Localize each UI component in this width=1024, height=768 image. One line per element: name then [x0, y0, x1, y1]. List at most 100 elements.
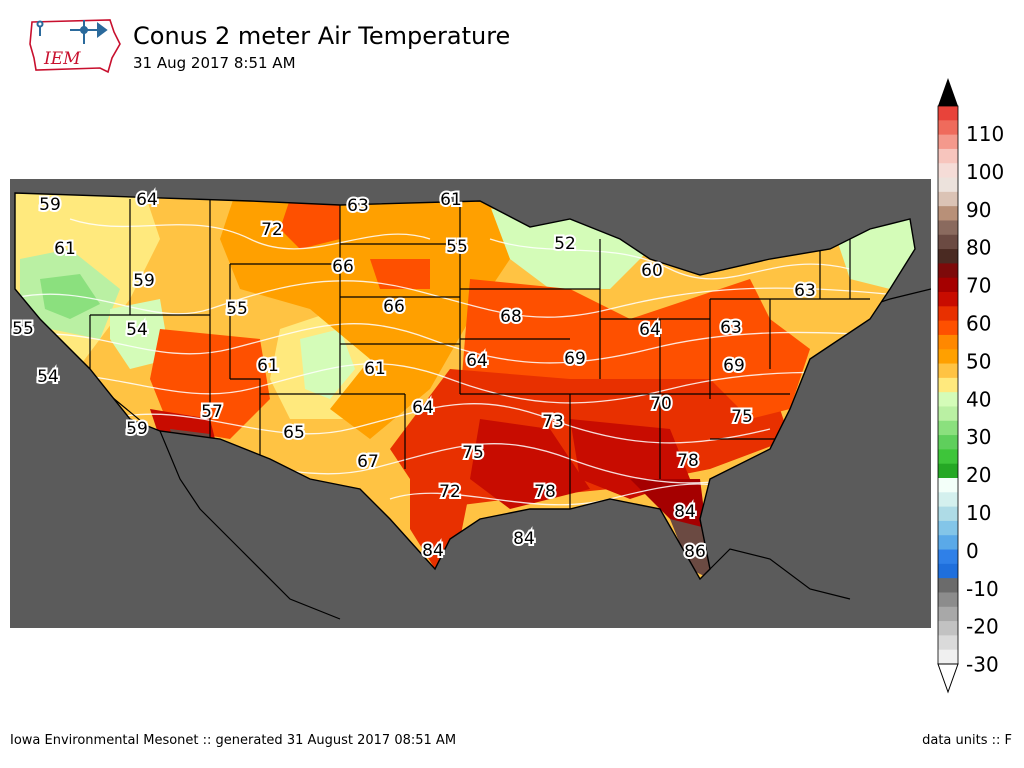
station-value-label: 84 [674, 502, 696, 522]
colorbar-bin [938, 463, 958, 479]
footer-units: data units :: F [922, 733, 1012, 748]
colorbar-tick-label: 50 [966, 349, 991, 373]
colorbar-tick-label: 0 [966, 539, 979, 563]
station-value-label: 52 [554, 234, 576, 254]
station-value-label: 64 [639, 320, 661, 340]
colorbar-tick-label: 100 [966, 160, 1004, 184]
colorbar-bin [938, 592, 958, 608]
colorbar-bin [938, 234, 958, 250]
station-value-label: 69 [564, 349, 586, 369]
station-value-label: 60 [641, 261, 663, 281]
colorbar-bin [938, 292, 958, 307]
colorbar-bin [938, 520, 958, 536]
colorbar-min-extension [937, 663, 959, 694]
colorbar-tick-label: 30 [966, 425, 991, 449]
colorbar-bin [938, 363, 958, 379]
colorbar-bin [938, 649, 958, 665]
colorbar-bin [938, 120, 958, 136]
colorbar-tick-label: -30 [966, 653, 999, 677]
station-value-label: 73 [542, 412, 564, 432]
colorbar-tick-label: -20 [966, 615, 999, 639]
station-value-label: 72 [261, 220, 283, 240]
colorbar-bin [938, 134, 958, 150]
colorbar-bin [938, 277, 958, 293]
colorbar-tick-label: -10 [966, 577, 999, 601]
iem-logo: IEM [29, 19, 121, 74]
colorbar-bin [938, 106, 958, 121]
logo-text: IEM [43, 49, 81, 69]
conus-outline [14, 192, 916, 581]
colorbar-tick-label: 60 [966, 312, 991, 336]
colorbar-tick-label: 90 [966, 198, 991, 222]
colorbar-bin [938, 578, 958, 593]
station-value-label: 55 [446, 237, 468, 257]
colorbar-bin [938, 406, 958, 422]
colorbar-bins [937, 105, 959, 665]
temperature-map: 59 64 63 61 72 61 55 52 66 60 59 55 66 63 55 54 68 64 63 54… [10, 179, 931, 628]
station-value-label: 75 [462, 443, 484, 463]
colorbar-bin [938, 191, 958, 207]
station-value-label: 78 [677, 451, 699, 471]
colorbar-bin [938, 249, 958, 264]
station-value-label: 64 [136, 190, 158, 210]
colorbar-tick-label: 110 [966, 122, 1004, 146]
colorbar-bin [938, 535, 958, 551]
colorbar-bin [938, 492, 958, 508]
page-title: Conus 2 meter Air Temperature [133, 22, 511, 50]
station-value-label: 65 [283, 423, 305, 443]
colorbar-tick-label: 40 [966, 387, 991, 411]
colorbar-tick-label: 20 [966, 463, 991, 487]
colorbar-bin [938, 148, 958, 164]
station-value-label: 75 [731, 407, 753, 427]
station-value-label: 61 [364, 359, 386, 379]
footer-source: Iowa Environmental Mesonet :: generated … [10, 733, 457, 748]
station-value-label: 59 [133, 271, 155, 291]
state-borders [89, 199, 870, 509]
station-value-label: 64 [466, 351, 488, 371]
colorbar-tick-label: 80 [966, 236, 991, 260]
station-value-label: 55 [226, 299, 248, 319]
station-value-label: 84 [422, 541, 444, 561]
station-value-label: 64 [412, 398, 434, 418]
colorbar-bin [938, 506, 958, 522]
colorbar-bin [938, 392, 958, 407]
colorbar-bin [938, 349, 958, 365]
colorbar-bin [938, 206, 958, 221]
colorbar-bin [938, 549, 958, 565]
station-value-label: 67 [357, 452, 379, 472]
station-value-labels: 59 64 63 61 72 61 55 52 66 60 59 55 66 63 55 54 68 64 63 54… [10, 188, 818, 564]
colorbar-bin [938, 563, 958, 579]
colorbar-bin [938, 435, 958, 450]
station-value-label: 61 [257, 356, 279, 376]
colorbar-bin [938, 177, 958, 193]
station-value-label: 57 [201, 402, 223, 422]
station-value-label: 68 [500, 307, 522, 327]
colorbar-bin [938, 621, 958, 636]
station-value-label: 54 [126, 320, 148, 340]
weather-vane-icon [36, 20, 108, 44]
station-value-label: 59 [126, 419, 148, 439]
colorbar-bin [938, 220, 958, 236]
colorbar-tick-label: 10 [966, 501, 991, 525]
station-value-label: 66 [383, 297, 405, 317]
station-value-label: 61 [440, 190, 462, 210]
colorbar-bin [938, 320, 958, 336]
station-value-label: 63 [794, 281, 816, 301]
colorbar-bin [938, 263, 958, 279]
page-subtitle: 31 Aug 2017 8:51 AM [133, 54, 296, 72]
station-value-label: 55 [12, 319, 34, 339]
station-value-label: 63 [347, 196, 369, 216]
colorbar-tick-label: 70 [966, 274, 991, 298]
station-value-label: 84 [513, 529, 535, 549]
colorbar-bin [938, 334, 958, 350]
colorbar-bin [938, 478, 958, 493]
station-value-label: 66 [332, 257, 354, 277]
station-value-label: 78 [534, 482, 556, 502]
colorbar-bin [938, 306, 958, 322]
station-value-label: 70 [650, 394, 672, 414]
colorbar-bin [938, 420, 958, 436]
station-value-label: 63 [720, 318, 742, 338]
colorbar-bin [938, 449, 958, 465]
